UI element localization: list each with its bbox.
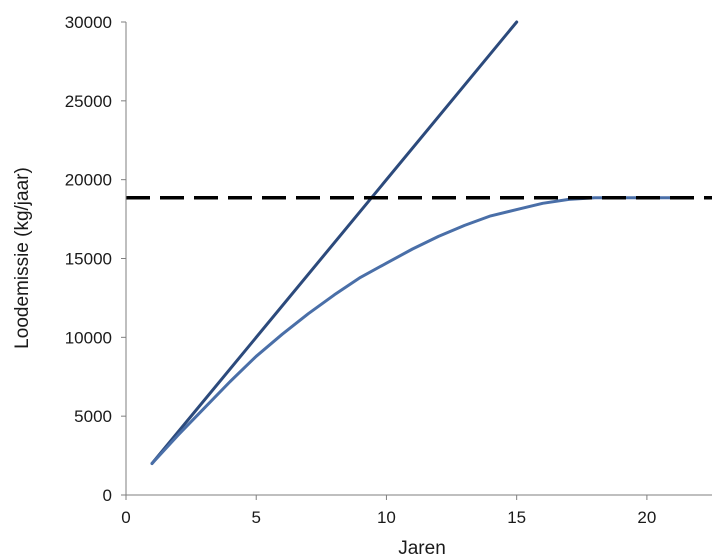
y-tick-label: 0	[103, 486, 112, 505]
y-tick-label: 10000	[65, 328, 112, 347]
x-axis-title: Jaren	[398, 538, 446, 559]
axis-ticks: 0 5000 10000 15000 20000 25000 30000 0 5 10 15 20	[65, 13, 657, 527]
x-tick-label: 5	[251, 508, 260, 527]
y-tick-label: 15000	[65, 250, 112, 269]
x-tick-label: 10	[377, 508, 396, 527]
x-tick-label: 15	[507, 508, 526, 527]
x-tick-label: 0	[121, 508, 130, 527]
y-tick-label: 30000	[65, 13, 112, 32]
plot-lines	[126, 20, 712, 465]
y-tick-label: 25000	[65, 92, 112, 111]
y-tick-label: 5000	[74, 407, 112, 426]
y-tick-label: 20000	[65, 171, 112, 190]
series-line-1	[150, 20, 519, 465]
y-axis-title: Loodemissie (kg/jaar)	[12, 167, 33, 349]
x-tick-label: 20	[637, 508, 656, 527]
series-line-2	[150, 196, 675, 465]
